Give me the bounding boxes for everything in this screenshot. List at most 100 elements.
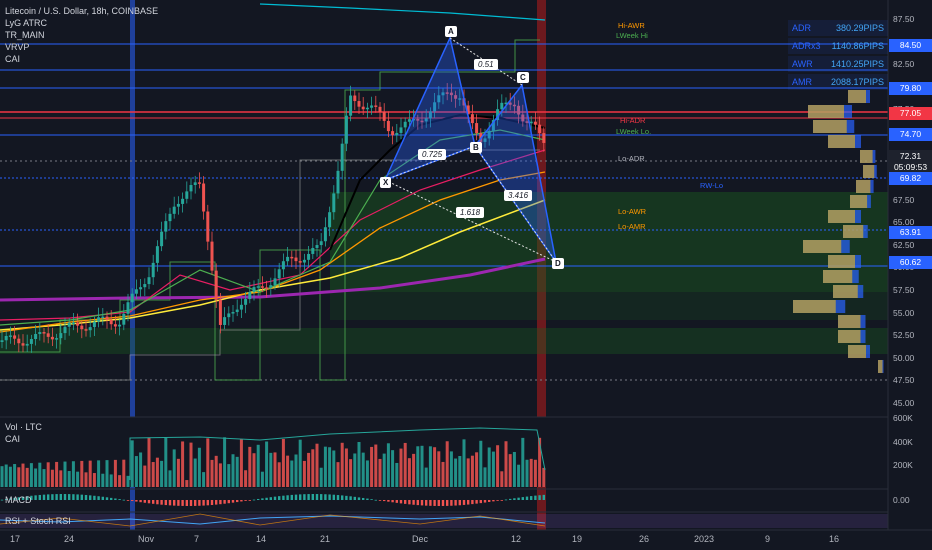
macd-bar <box>114 498 117 500</box>
price-axis-tick: 67.50 <box>893 194 915 205</box>
volume-profile-bar <box>828 210 855 223</box>
candle-body <box>21 343 25 346</box>
macd-bar <box>139 500 142 503</box>
volume-bar <box>353 453 357 487</box>
pattern-point-a[interactable]: A <box>445 26 457 37</box>
volume-bar <box>4 464 8 487</box>
volume-pane-label[interactable]: Vol · LTC <box>5 422 42 432</box>
candle-body <box>239 304 243 310</box>
candle-body <box>449 92 453 96</box>
pattern-point-x[interactable]: X <box>380 177 392 188</box>
time-axis-tick: 17 <box>10 534 21 544</box>
volume-profile-bar <box>843 225 864 238</box>
candle-body <box>139 287 143 290</box>
volume-bar <box>34 468 38 487</box>
ratio-bd: 3.416 <box>504 190 533 201</box>
candle-body <box>50 336 54 340</box>
candle-body <box>59 333 63 339</box>
macd-bar <box>252 499 256 501</box>
volume-bar <box>38 462 42 487</box>
indicator-label[interactable]: VRVP <box>5 42 30 52</box>
price-axis-tick: 65.00 <box>893 217 915 228</box>
volume-bar <box>113 459 117 487</box>
volume-bar <box>466 458 470 487</box>
price-marker: 84.50 <box>889 39 932 52</box>
volume-pane-sublabel[interactable]: CAI <box>5 434 21 444</box>
candle-body <box>466 105 470 115</box>
candle-body <box>55 338 59 340</box>
pattern-point-c[interactable]: C <box>517 72 529 83</box>
volume-bar <box>508 454 512 487</box>
volume-profile-bar <box>848 345 866 358</box>
candle-body <box>323 227 327 242</box>
macd-bar <box>278 496 281 500</box>
rsi-pane-label[interactable]: RSI + Stoch RSI <box>5 516 71 526</box>
macd-bar <box>509 498 512 500</box>
candle-body <box>294 257 298 262</box>
macd-bar <box>391 500 394 503</box>
volume-bar <box>286 455 290 487</box>
macd-bar <box>118 499 121 500</box>
volume-profile-bar <box>848 90 866 103</box>
volume-bar <box>76 471 80 487</box>
candle-body <box>382 111 386 121</box>
zone-label-lo-amr: Lo-AMR <box>618 222 646 231</box>
pattern-point-b[interactable]: B <box>470 142 482 153</box>
volume-bar <box>122 459 126 487</box>
pattern-point-d[interactable]: D <box>552 258 564 269</box>
volume-bar <box>386 443 390 487</box>
candle-body <box>365 107 369 110</box>
price-marker: 63.91 <box>889 226 932 239</box>
macd-bar <box>504 499 508 501</box>
volume-bar <box>382 453 386 487</box>
indicator-label[interactable]: CAI <box>5 54 21 64</box>
candle-body <box>508 102 512 105</box>
macd-bar <box>408 500 411 505</box>
zone-label-hi-awr: Hi-AWR <box>618 21 645 30</box>
volume-bar <box>185 480 189 487</box>
candle-body <box>244 299 248 305</box>
macd-bar <box>210 500 214 505</box>
candle-body <box>181 198 185 204</box>
candle-body <box>504 102 508 105</box>
stat-row-amr: AMR 2088.17PIPS <box>788 74 888 90</box>
volume-profile-bar <box>850 195 868 208</box>
volume-bar <box>118 475 122 487</box>
macd-bar <box>420 500 424 506</box>
volume-bar <box>428 446 432 487</box>
macd-bar <box>84 494 88 500</box>
macd-bar <box>261 498 264 500</box>
candle-body <box>202 183 206 212</box>
macd-bar <box>215 500 218 505</box>
candle-body <box>227 313 231 318</box>
candle-body <box>164 221 168 232</box>
main-pane[interactable] <box>0 0 888 415</box>
candle-body <box>357 101 361 107</box>
indicator-label[interactable]: LyG ATRC <box>5 18 48 28</box>
volume-bar <box>521 437 525 487</box>
candle-body <box>34 334 38 340</box>
indicator-label[interactable]: TR_MAIN <box>5 30 45 40</box>
macd-bar <box>320 494 323 500</box>
macd-bar <box>0 499 4 501</box>
price-marker: 69.82 <box>889 172 932 185</box>
candle-body <box>223 317 227 325</box>
volume-profile-bar <box>828 135 855 148</box>
macd-bar <box>290 494 293 500</box>
macd-bar <box>181 500 184 506</box>
time-axis-tick: 2023 <box>694 534 715 544</box>
macd-bar <box>265 497 268 500</box>
macd-bar <box>273 496 277 500</box>
volume-bar <box>529 458 533 487</box>
candle-body <box>525 121 529 123</box>
harmonic-pattern <box>383 35 557 263</box>
symbol-title[interactable]: Litecoin / U.S. Dollar, 18h, COINBASE <box>5 6 159 16</box>
candle-body <box>496 109 500 121</box>
macd-bar <box>164 500 167 506</box>
candle-body <box>29 339 33 344</box>
volume-bar <box>458 456 462 487</box>
macd-pane-label[interactable]: MACD <box>5 495 32 505</box>
macd-bar <box>467 500 470 505</box>
candle-body <box>487 130 491 139</box>
